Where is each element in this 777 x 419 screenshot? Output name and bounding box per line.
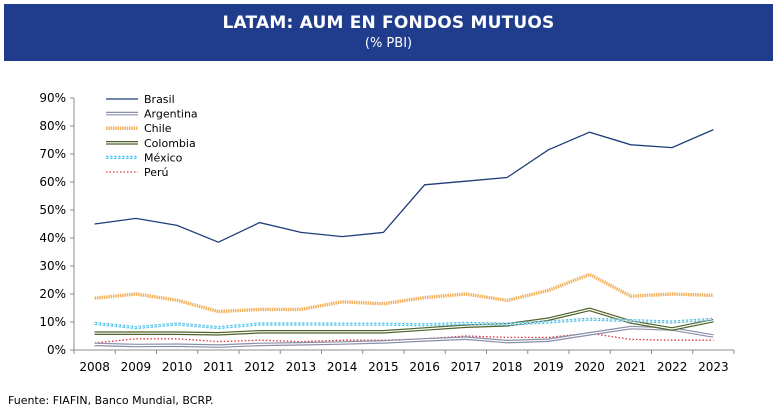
y-tick-label: 70% <box>39 147 66 161</box>
y-tick-label: 40% <box>39 231 66 245</box>
x-tick-label: 2011 <box>203 360 234 374</box>
series-line-brasil <box>94 129 714 243</box>
y-tick-label: 10% <box>39 315 66 329</box>
x-tick-label: 2018 <box>492 360 523 374</box>
y-tick-label: 90% <box>39 91 66 105</box>
legend-label-chile: Chile <box>144 122 172 135</box>
series-line-chile <box>94 272 714 314</box>
legend-label-brasil: Brasil <box>144 93 175 106</box>
series-line-colombia-inner <box>94 308 714 335</box>
y-tick-label: 30% <box>39 259 66 273</box>
y-tick-label: 50% <box>39 203 66 217</box>
chart-header: LATAM: AUM EN FONDOS MUTUOS (% PBI) <box>4 4 773 61</box>
series-line-mexico-inner <box>94 318 714 329</box>
y-tick-label: 0% <box>47 343 66 357</box>
chart-subtitle: (% PBI) <box>364 36 413 51</box>
x-tick-label: 2008 <box>79 360 110 374</box>
x-tick-label: 2013 <box>286 360 317 374</box>
y-tick-label: 20% <box>39 287 66 301</box>
series-line-argentina-inner <box>94 326 714 347</box>
legend-label-colombia: Colombia <box>144 137 196 150</box>
x-tick-label: 2012 <box>244 360 275 374</box>
legend-label-mexico: México <box>144 151 183 164</box>
chart-title: LATAM: AUM EN FONDOS MUTUOS <box>222 13 555 33</box>
x-tick-label: 2022 <box>657 360 688 374</box>
x-tick-label: 2016 <box>409 360 440 374</box>
x-tick-label: 2014 <box>327 360 358 374</box>
legend-label-argentina: Argentina <box>144 108 198 121</box>
x-tick-label: 2023 <box>698 360 729 374</box>
x-tick-label: 2021 <box>616 360 647 374</box>
source-note: Fuente: FIAFIN, Banco Mundial, BCRP. <box>8 394 214 407</box>
y-tick-label: 80% <box>39 119 66 133</box>
x-tick-label: 2020 <box>574 360 605 374</box>
x-tick-label: 2019 <box>533 360 564 374</box>
legend-label-peru: Perú <box>144 166 169 179</box>
x-tick-label: 2009 <box>121 360 152 374</box>
x-tick-label: 2017 <box>451 360 482 374</box>
x-tick-label: 2010 <box>162 360 193 374</box>
y-tick-label: 60% <box>39 175 66 189</box>
x-tick-label: 2015 <box>368 360 399 374</box>
